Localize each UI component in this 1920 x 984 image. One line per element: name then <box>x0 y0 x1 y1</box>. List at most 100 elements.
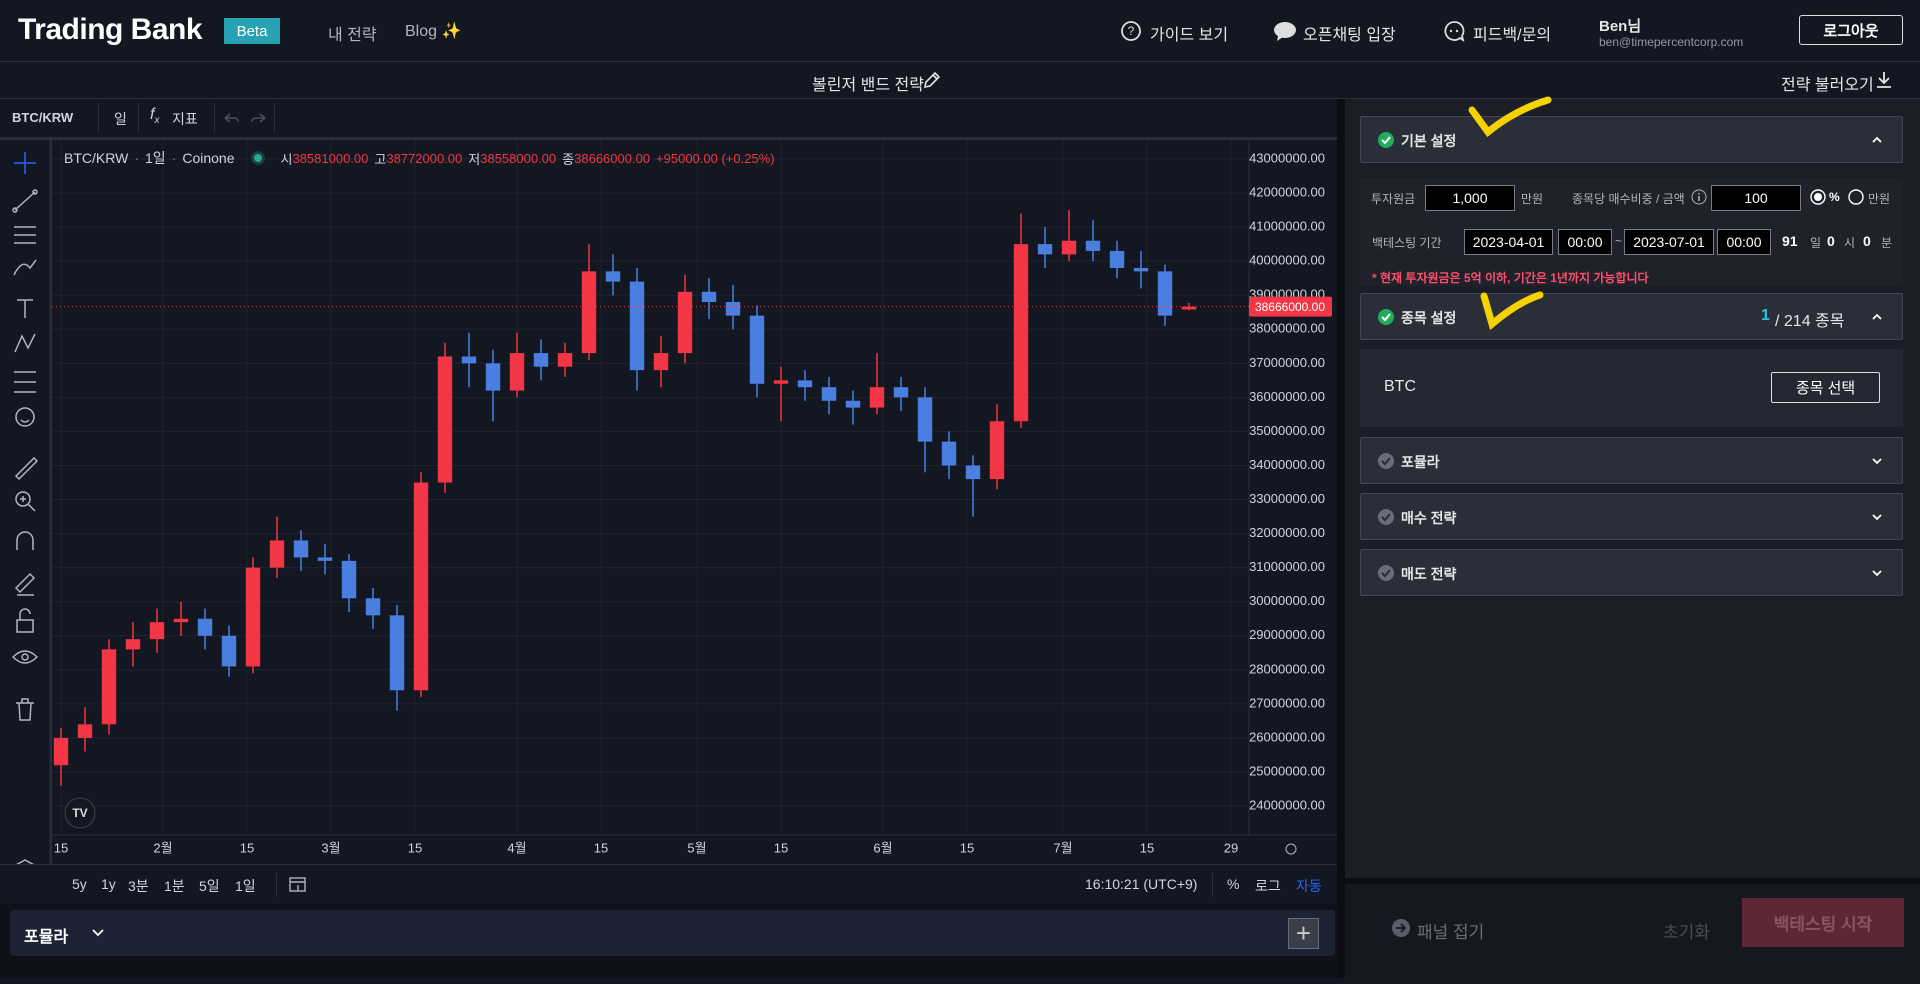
chevron[interactable] <box>90 926 106 940</box>
section-header[interactable]: 매수 전략 <box>1360 493 1903 540</box>
guide-icon: ? <box>1121 21 1141 41</box>
section-header[interactable]: 기본 설정 <box>1360 116 1903 163</box>
candle-body <box>581 271 597 354</box>
y-tick-label: 41000000.00 <box>1249 219 1325 234</box>
range[interactable]: 1분 <box>164 878 185 894</box>
chevron <box>1872 458 1882 465</box>
reset-button[interactable]: 초기화 <box>1663 923 1710 942</box>
candle-body <box>341 560 357 599</box>
separator: ~ <box>1615 234 1623 248</box>
candle-body <box>1133 267 1149 272</box>
range[interactable]: 3분 <box>128 878 149 894</box>
status-dot <box>254 154 263 162</box>
select-button[interactable]: 종목 선택 <box>1771 372 1880 403</box>
check-icon <box>1378 453 1394 469</box>
info-icon[interactable] <box>1691 189 1707 205</box>
legend-value: 38666000.00 <box>574 150 651 166</box>
candle-body <box>821 387 837 401</box>
time-bar: 5y 1y 3분 1분 5일 1일 16:10:21 (UTC+9) % 로그 … <box>0 864 1337 905</box>
start-button[interactable]: 백테스팅 시작 <box>1742 898 1904 947</box>
guide-link[interactable]: 가이드 보기 <box>1150 27 1229 44</box>
svg-text:?: ? <box>1128 24 1135 38</box>
divider <box>214 103 215 133</box>
candle-body <box>197 618 213 636</box>
candle-body <box>293 540 309 558</box>
candle-body <box>629 281 645 371</box>
symbol[interactable]: BTC/KRW <box>12 110 74 125</box>
add-button[interactable]: + <box>1288 918 1319 949</box>
start-time[interactable]: 00:00 <box>1558 229 1612 255</box>
edit-icon[interactable] <box>922 70 942 90</box>
y-tick-label: 29000000.00 <box>1249 627 1325 642</box>
candle-body <box>653 353 669 371</box>
chat-link[interactable]: 오픈채팅 입장 <box>1303 27 1396 44</box>
x-tick-label: 3월 <box>321 840 340 855</box>
candle-body <box>485 363 501 391</box>
logout-button[interactable]: 로그아웃 <box>1799 15 1903 45</box>
logo[interactable]: Trading Bank <box>18 13 203 46</box>
option[interactable]: 로그 <box>1255 878 1281 894</box>
nav-link[interactable]: 내 전략 <box>328 27 377 44</box>
nav-link[interactable]: Blog ✨ <box>405 23 462 40</box>
unit: % <box>1829 190 1840 204</box>
section-header[interactable]: 포뮬라 <box>1360 437 1903 484</box>
capital-input[interactable]: 1,000 <box>1425 185 1515 211</box>
chevron <box>1872 514 1882 521</box>
load-strategy[interactable]: 전략 불러오기 <box>1781 77 1874 94</box>
formula-bar: 포뮬라 + <box>10 910 1335 956</box>
legend-value: 38772000.00 <box>386 150 463 166</box>
x-tick-label: 7월 <box>1053 840 1072 855</box>
y-tick-label: 42000000.00 <box>1249 184 1325 199</box>
radio-selected[interactable] <box>1810 189 1826 205</box>
legend-label: 종 <box>562 151 575 167</box>
date-range-icon[interactable] <box>288 875 308 895</box>
label: 투자원금 <box>1371 192 1416 206</box>
section-header[interactable]: 매도 전략 <box>1360 549 1903 596</box>
chevron <box>1872 136 1882 143</box>
chevron <box>1872 313 1882 320</box>
candle-body <box>893 387 909 398</box>
check-icon <box>1378 509 1394 525</box>
range[interactable]: 1y <box>101 876 116 892</box>
indicators[interactable]: 지표 <box>172 111 198 127</box>
candle-body <box>773 380 789 384</box>
candle-body <box>869 387 885 408</box>
y-tick-label: 31000000.00 <box>1249 559 1325 574</box>
last-price-label: 38666000.00 <box>1255 300 1325 314</box>
unit: 만원 <box>1521 192 1544 206</box>
undo-redo[interactable] <box>222 109 268 127</box>
end-date[interactable]: 2023-07-01 <box>1624 229 1714 255</box>
strategy-title: 볼린저 밴드 전략 <box>812 77 924 94</box>
interval[interactable]: 일 <box>114 111 127 127</box>
settings-icon[interactable] <box>1285 843 1297 855</box>
section-title: 매도 전략 <box>1401 566 1457 582</box>
end-time[interactable]: 00:00 <box>1717 229 1771 255</box>
start-date[interactable]: 2023-04-01 <box>1464 229 1553 255</box>
y-tick-label: 38000000.00 <box>1249 321 1325 336</box>
feedback-link[interactable]: 피드백/문의 <box>1473 27 1552 44</box>
candle-body <box>725 302 741 316</box>
divider <box>1212 873 1213 897</box>
divider <box>276 873 277 897</box>
candle-body <box>269 540 285 568</box>
x-tick-label: 15 <box>960 840 974 855</box>
radio[interactable] <box>1848 189 1864 205</box>
weight-input[interactable]: 100 <box>1711 185 1801 211</box>
range[interactable]: 5y <box>72 876 87 892</box>
candle-body <box>605 271 621 282</box>
symbol-item: BTC <box>1384 378 1416 395</box>
option[interactable]: % <box>1227 876 1240 892</box>
candle-body <box>53 737 69 766</box>
section-title: 종목 설정 <box>1401 310 1457 326</box>
option[interactable]: 자동 <box>1296 878 1322 894</box>
duration-value: 0 <box>1863 233 1871 249</box>
range[interactable]: 1일 <box>235 878 256 894</box>
candle-body <box>533 353 549 367</box>
candle-body <box>965 465 981 480</box>
section-header[interactable]: 종목 설정 1 / 214 종목 <box>1360 293 1903 340</box>
range[interactable]: 5일 <box>199 878 220 894</box>
duration-unit: 분 <box>1881 236 1893 250</box>
drawing-tools <box>11 140 52 910</box>
collapse-button[interactable]: 패널 접기 <box>1417 923 1485 942</box>
last-price-tag <box>1249 296 1332 317</box>
